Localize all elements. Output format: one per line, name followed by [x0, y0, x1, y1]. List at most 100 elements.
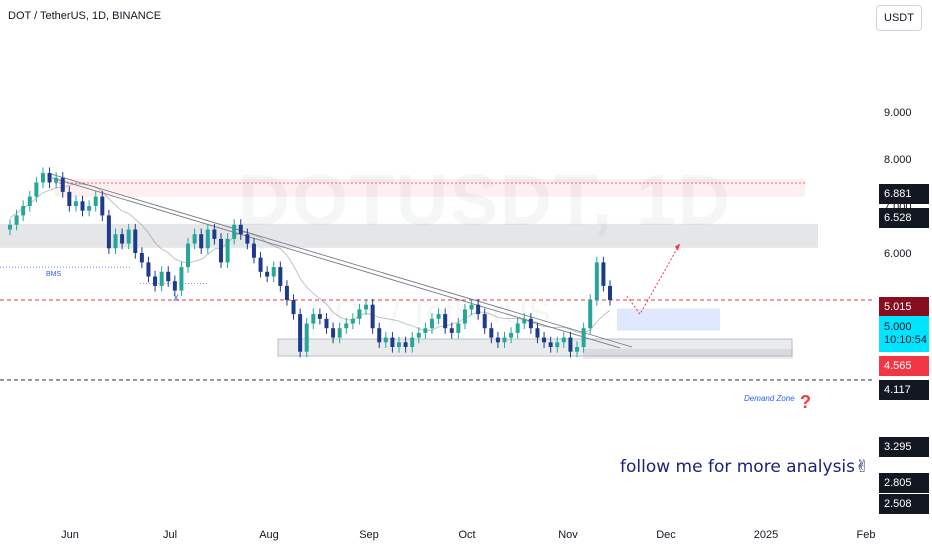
candle-body	[528, 318, 533, 329]
candle-body	[397, 342, 402, 347]
candle-body	[21, 206, 26, 216]
candle-body	[317, 314, 322, 319]
candle-body	[601, 262, 606, 286]
x-tick-label: Aug	[259, 529, 279, 541]
candle-body	[522, 318, 527, 324]
candle-body	[364, 304, 369, 310]
candle-body	[502, 337, 507, 343]
candle-body	[27, 196, 32, 206]
candle-body	[469, 304, 474, 310]
candle-body	[34, 182, 39, 197]
candle-body	[429, 318, 434, 329]
follow-text: follow me for more analysis✌	[620, 457, 870, 477]
candle-body	[357, 309, 362, 319]
candle-body	[324, 318, 329, 329]
candle-body	[126, 229, 131, 244]
candle-body	[489, 328, 494, 338]
candle-body	[462, 309, 467, 324]
candle-body	[93, 196, 98, 206]
y-tick-label: 8.000	[884, 154, 912, 166]
candle-body	[581, 328, 586, 347]
candle-body	[298, 314, 303, 352]
x-tick-label: 2025	[754, 529, 778, 541]
demand-zone-label: Demand Zone	[744, 394, 795, 403]
currency-button[interactable]: USDT	[876, 5, 922, 31]
candle-body	[205, 229, 210, 249]
x-marker-label: X	[173, 293, 180, 303]
candle-body	[73, 201, 78, 206]
candle-body	[350, 318, 355, 324]
candle-body	[265, 271, 270, 277]
projection-arrow-head	[675, 243, 680, 251]
candle-body	[40, 173, 45, 183]
x-tick-label: Dec	[656, 529, 676, 541]
price-tag-2805: 2.805	[879, 473, 929, 493]
candle-body	[166, 271, 171, 282]
bms-label: BMS	[46, 271, 62, 278]
candle-body	[403, 342, 408, 347]
candle-body	[113, 234, 118, 249]
candle-body	[594, 262, 599, 300]
candle-body	[535, 328, 540, 338]
x-tick-label: Sep	[359, 529, 379, 541]
x-tick-label: Feb	[857, 529, 876, 541]
x-tick-label: Jun	[61, 529, 79, 541]
candle-body	[575, 347, 580, 352]
candle-body	[172, 281, 177, 291]
candle-body	[311, 314, 316, 324]
symbol-watermark: DOTUSDT, 1D	[238, 161, 733, 241]
candle-body	[54, 177, 59, 183]
candle-body	[588, 300, 593, 329]
candle-body	[331, 328, 336, 338]
candle-body	[443, 314, 448, 329]
trendline-upper	[47, 172, 633, 348]
projection-path	[626, 243, 681, 316]
candle-body	[186, 243, 191, 268]
candle-body	[542, 337, 547, 343]
candle-body	[192, 234, 197, 244]
candle-body	[278, 267, 283, 286]
price-tag-4117: 4.117	[879, 380, 929, 400]
candle-body	[106, 215, 111, 249]
candle-body	[509, 332, 514, 338]
name-watermark: DOT / TetherUS	[310, 294, 551, 332]
resistance-zone	[55, 178, 805, 197]
symbol-title[interactable]: DOT / TetherUS, 1D, BINANCE	[8, 10, 162, 22]
x-tick-label: Jul	[163, 529, 177, 541]
x-tick-label: Oct	[458, 529, 475, 541]
candle-body	[561, 337, 566, 343]
candle-body	[370, 304, 375, 329]
question-mark: ?	[800, 392, 811, 412]
candle-body	[87, 206, 92, 211]
y-tick-label: 6.000	[884, 248, 912, 260]
candle-body	[120, 234, 125, 244]
candle-body	[568, 337, 573, 352]
price-tag-5015: 5.015	[879, 297, 929, 317]
price-tag-2508: 2.508	[879, 494, 929, 514]
candle-body	[304, 323, 309, 352]
candle-body	[284, 285, 289, 300]
candle-body	[80, 201, 85, 211]
candle-body	[495, 337, 500, 343]
candle-body	[410, 337, 415, 347]
candle-body	[555, 342, 560, 347]
candle-body	[291, 300, 296, 315]
price-tag-6528: 6.528	[879, 208, 929, 228]
candle-body	[232, 224, 237, 239]
candle-body	[225, 238, 230, 263]
candle-body	[153, 276, 158, 286]
candle-body	[608, 285, 612, 300]
candle-body	[14, 215, 19, 225]
candle-body	[383, 337, 388, 343]
y-tick-label: 9.000	[884, 107, 912, 119]
candle-body	[482, 314, 487, 329]
candle-body	[8, 224, 12, 230]
target-zone	[617, 308, 720, 331]
candle-body	[212, 229, 217, 239]
candle-body	[476, 304, 481, 315]
candle-body	[456, 323, 461, 333]
candle-body	[159, 271, 164, 286]
candle-body	[258, 257, 263, 272]
